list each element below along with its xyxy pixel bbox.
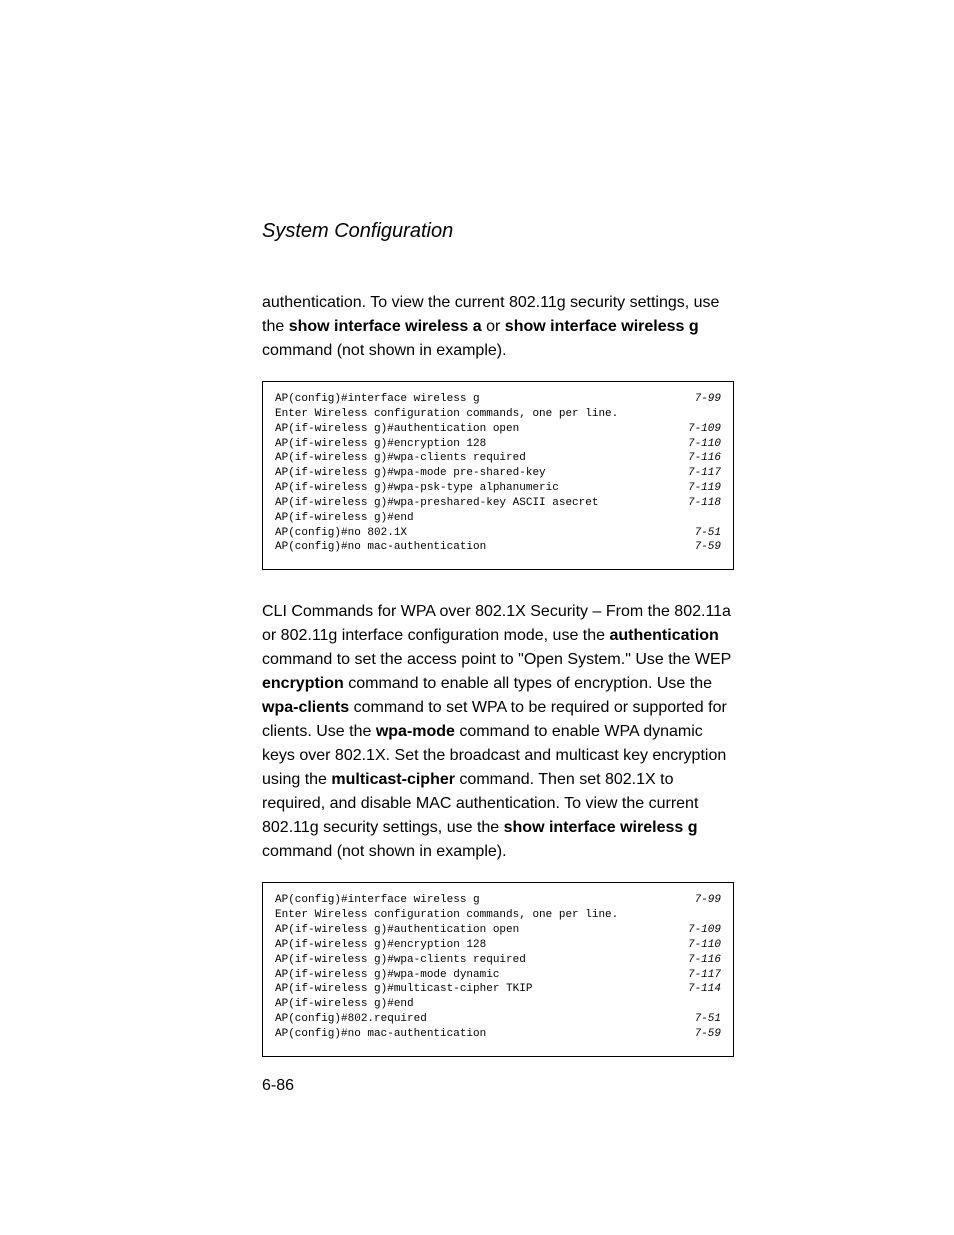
code-command: AP(if-wireless g)#wpa-clients required xyxy=(275,451,680,466)
code-row: AP(if-wireless g)#encryption 1287-110 xyxy=(275,938,721,953)
code-page-ref: 7-51 xyxy=(687,526,721,541)
code-block-2: AP(config)#interface wireless g7-99Enter… xyxy=(262,882,734,1056)
code-command: Enter Wireless configuration commands, o… xyxy=(275,407,721,422)
p2-b3: wpa-clients xyxy=(262,699,349,716)
code-command: Enter Wireless configuration commands, o… xyxy=(275,908,721,923)
code-page-ref: 7-59 xyxy=(687,540,721,555)
code-page-ref: 7-118 xyxy=(680,496,721,511)
code-page-ref: 7-117 xyxy=(680,968,721,983)
p2-b1: authentication xyxy=(609,627,718,644)
p2-t3: command to enable all types of encryptio… xyxy=(344,675,712,692)
code-row: AP(config)#802.required7-51 xyxy=(275,1012,721,1027)
code-command: AP(if-wireless g)#end xyxy=(275,997,721,1012)
code-page-ref: 7-117 xyxy=(680,466,721,481)
code-page-ref: 7-110 xyxy=(680,938,721,953)
code-page-ref: 7-51 xyxy=(687,1012,721,1027)
code-row: AP(config)#interface wireless g7-99 xyxy=(275,392,721,407)
code-row: Enter Wireless configuration commands, o… xyxy=(275,407,721,422)
code-page-ref: 7-109 xyxy=(680,422,721,437)
p1-b1: show interface wireless a xyxy=(289,318,482,335)
code-row: AP(if-wireless g)#authentication open7-1… xyxy=(275,923,721,938)
code-page-ref: 7-109 xyxy=(680,923,721,938)
code-command: AP(if-wireless g)#encryption 128 xyxy=(275,938,680,953)
code-command: AP(if-wireless g)#wpa-preshared-key ASCI… xyxy=(275,496,680,511)
code-command: AP(if-wireless g)#wpa-mode dynamic xyxy=(275,968,680,983)
code-row: AP(if-wireless g)#end xyxy=(275,997,721,1012)
code-row: AP(if-wireless g)#wpa-mode pre-shared-ke… xyxy=(275,466,721,481)
p2-t2: command to set the access point to "Open… xyxy=(262,651,731,668)
code-row: AP(if-wireless g)#wpa-clients required7-… xyxy=(275,953,721,968)
code-row: Enter Wireless configuration commands, o… xyxy=(275,908,721,923)
code-command: AP(if-wireless g)#authentication open xyxy=(275,923,680,938)
code-command: AP(if-wireless g)#multicast-cipher TKIP xyxy=(275,982,680,997)
p1-b2: show interface wireless g xyxy=(505,318,699,335)
code-command: AP(config)#802.required xyxy=(275,1012,687,1027)
code-page-ref: 7-99 xyxy=(687,392,721,407)
code-command: AP(config)#interface wireless g xyxy=(275,893,687,908)
code-page-ref: 7-119 xyxy=(680,481,721,496)
code-row: AP(if-wireless g)#authentication open7-1… xyxy=(275,422,721,437)
paragraph-1: authentication. To view the current 802.… xyxy=(262,291,734,363)
code-page-ref: 7-59 xyxy=(687,1027,721,1042)
section-title: System Configuration xyxy=(262,220,734,243)
p2-b4: wpa-mode xyxy=(376,723,455,740)
code-page-ref: 7-116 xyxy=(680,451,721,466)
p2-b6: show interface wireless g xyxy=(504,819,698,836)
code-page-ref: 7-116 xyxy=(680,953,721,968)
code-row: AP(if-wireless g)#end xyxy=(275,511,721,526)
code-command: AP(if-wireless g)#end xyxy=(275,511,721,526)
code-command: AP(if-wireless g)#authentication open xyxy=(275,422,680,437)
code-row: AP(config)#interface wireless g7-99 xyxy=(275,893,721,908)
page-number: 6-86 xyxy=(262,1077,294,1095)
code-command: AP(if-wireless g)#wpa-psk-type alphanume… xyxy=(275,481,680,496)
code-row: AP(config)#no mac-authentication7-59 xyxy=(275,540,721,555)
code-row: AP(if-wireless g)#wpa-clients required7-… xyxy=(275,451,721,466)
code-command: AP(if-wireless g)#wpa-mode pre-shared-ke… xyxy=(275,466,680,481)
p1-t3: command (not shown in example). xyxy=(262,342,507,359)
p2-b5: multicast-cipher xyxy=(331,771,455,788)
code-row: AP(config)#no mac-authentication7-59 xyxy=(275,1027,721,1042)
page-content: System Configuration authentication. To … xyxy=(0,0,954,1057)
code-row: AP(if-wireless g)#wpa-preshared-key ASCI… xyxy=(275,496,721,511)
code-row: AP(if-wireless g)#multicast-cipher TKIP7… xyxy=(275,982,721,997)
code-row: AP(if-wireless g)#wpa-psk-type alphanume… xyxy=(275,481,721,496)
p2-t7: command (not shown in example). xyxy=(262,843,507,860)
code-page-ref: 7-99 xyxy=(687,893,721,908)
code-row: AP(config)#no 802.1X7-51 xyxy=(275,526,721,541)
p1-t2: or xyxy=(482,318,505,335)
code-command: AP(config)#no mac-authentication xyxy=(275,540,687,555)
code-page-ref: 7-110 xyxy=(680,437,721,452)
code-command: AP(config)#no mac-authentication xyxy=(275,1027,687,1042)
code-command: AP(config)#interface wireless g xyxy=(275,392,687,407)
code-command: AP(if-wireless g)#wpa-clients required xyxy=(275,953,680,968)
code-row: AP(if-wireless g)#encryption 1287-110 xyxy=(275,437,721,452)
p2-b2: encryption xyxy=(262,675,344,692)
code-command: AP(if-wireless g)#encryption 128 xyxy=(275,437,680,452)
code-command: AP(config)#no 802.1X xyxy=(275,526,687,541)
code-block-1: AP(config)#interface wireless g7-99Enter… xyxy=(262,381,734,570)
paragraph-2: CLI Commands for WPA over 802.1X Securit… xyxy=(262,600,734,864)
code-page-ref: 7-114 xyxy=(680,982,721,997)
code-row: AP(if-wireless g)#wpa-mode dynamic7-117 xyxy=(275,968,721,983)
